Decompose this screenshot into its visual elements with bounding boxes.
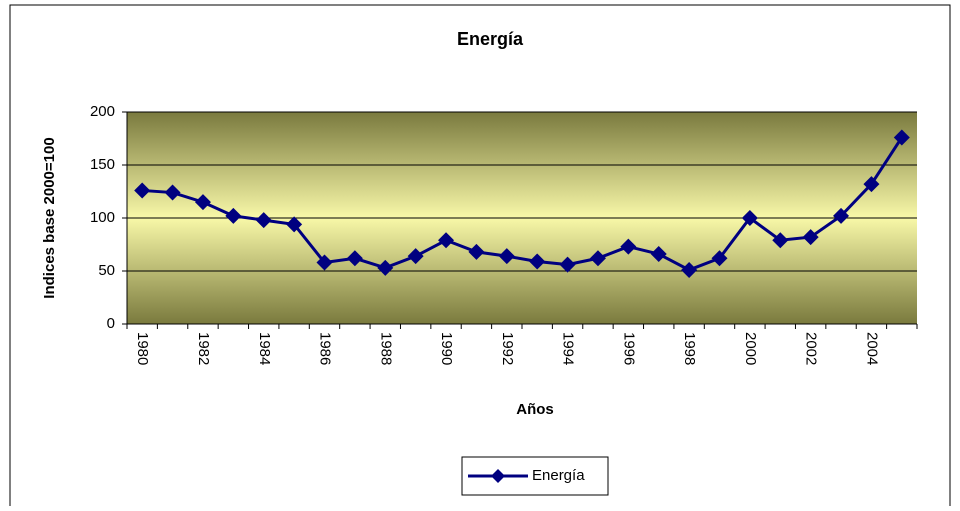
y-axis-title: Indices base 2000=100	[41, 137, 58, 298]
x-tick-label: 2004	[863, 332, 880, 365]
data-marker	[407, 248, 424, 265]
data-marker	[134, 182, 151, 199]
data-marker	[194, 194, 211, 211]
data-marker	[438, 232, 455, 249]
data-marker	[772, 232, 789, 249]
data-marker	[529, 253, 546, 270]
data-marker	[711, 250, 728, 267]
data-marker	[377, 259, 394, 276]
y-tick-label: 50	[98, 262, 115, 279]
data-marker	[833, 207, 850, 224]
x-tick-label: 1992	[499, 332, 516, 365]
data-marker	[498, 248, 515, 265]
data-marker	[741, 210, 758, 226]
data-marker	[164, 184, 181, 201]
data-marker	[559, 256, 576, 273]
data-marker	[255, 212, 272, 229]
x-tick-label: 2000	[742, 332, 759, 365]
y-tick-label: 200	[90, 103, 115, 120]
y-tick-label: 0	[107, 315, 115, 332]
x-tick-label: 1994	[560, 332, 577, 365]
y-tick-label: 150	[90, 156, 115, 173]
x-tick-label: 1980	[134, 332, 151, 365]
x-tick-label: 1988	[377, 332, 394, 365]
data-marker	[286, 216, 303, 233]
x-axis-title: Años	[516, 401, 554, 418]
x-tick-label: 1998	[681, 332, 698, 365]
x-tick-label: 1990	[438, 332, 455, 365]
x-tick-label: 1984	[256, 332, 273, 365]
x-tick-label: 1986	[317, 332, 334, 365]
data-marker	[681, 261, 698, 278]
data-marker	[863, 176, 880, 193]
data-marker	[346, 250, 363, 267]
y-tick-label: 100	[90, 209, 115, 226]
data-marker	[316, 254, 333, 271]
chart-frame	[9, 4, 951, 506]
data-marker	[468, 243, 485, 260]
x-tick-label: 2002	[803, 332, 820, 365]
data-marker	[893, 129, 910, 146]
x-tick-label: 1996	[620, 332, 637, 365]
data-marker	[802, 229, 819, 246]
data-marker	[650, 246, 667, 263]
data-marker	[620, 238, 637, 255]
x-tick-label: 1982	[195, 332, 212, 365]
data-marker	[225, 207, 242, 224]
legend-marker	[491, 469, 505, 483]
data-marker	[589, 250, 606, 267]
chart-title: Energía	[457, 29, 524, 49]
legend-label: Energía	[532, 467, 585, 484]
